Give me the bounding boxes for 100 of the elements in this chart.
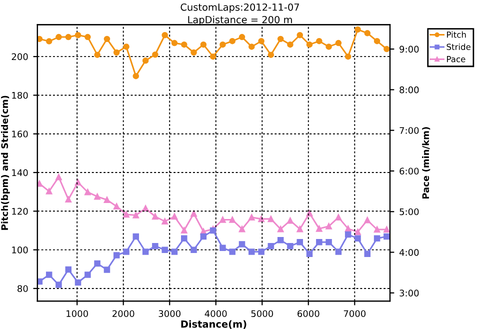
x-axis-title: Distance(m) bbox=[181, 320, 246, 329]
point bbox=[277, 226, 284, 232]
y2-tick-label: 8:00 bbox=[400, 86, 419, 94]
point bbox=[94, 260, 100, 267]
point bbox=[171, 248, 178, 255]
point bbox=[316, 38, 322, 44]
point bbox=[344, 231, 352, 238]
point bbox=[113, 252, 120, 258]
x-tick-label: 2000 bbox=[112, 310, 134, 318]
point bbox=[326, 44, 332, 50]
point bbox=[268, 216, 274, 222]
point bbox=[190, 246, 197, 253]
point bbox=[374, 38, 380, 44]
point bbox=[123, 248, 130, 255]
point bbox=[56, 282, 62, 288]
point bbox=[287, 217, 294, 224]
point bbox=[268, 52, 274, 58]
point bbox=[84, 188, 91, 196]
point bbox=[94, 52, 100, 58]
legend-label: Pace bbox=[447, 56, 466, 62]
point bbox=[268, 243, 274, 250]
point bbox=[94, 193, 100, 200]
point bbox=[220, 244, 226, 252]
point bbox=[104, 196, 110, 203]
y2-tick-label: 7:00 bbox=[400, 127, 419, 134]
point bbox=[132, 72, 140, 80]
point bbox=[384, 233, 390, 240]
point bbox=[84, 34, 91, 40]
point bbox=[374, 235, 380, 242]
point bbox=[74, 32, 82, 38]
y-tick-label: 100 bbox=[12, 246, 28, 254]
point bbox=[306, 250, 313, 258]
point bbox=[248, 248, 255, 255]
point bbox=[248, 44, 255, 50]
point bbox=[74, 179, 82, 186]
point bbox=[364, 30, 371, 36]
point bbox=[132, 233, 140, 240]
point bbox=[142, 248, 149, 255]
point bbox=[306, 41, 313, 48]
point bbox=[306, 210, 313, 216]
point bbox=[56, 34, 62, 40]
y-tick-label: 180 bbox=[12, 92, 28, 99]
point bbox=[46, 188, 52, 194]
point bbox=[142, 57, 149, 64]
point bbox=[326, 238, 332, 246]
point bbox=[384, 46, 390, 52]
y2-tick-label: 9:00 bbox=[400, 46, 419, 53]
point bbox=[162, 246, 168, 253]
y2-tick-label: 5:00 bbox=[400, 208, 419, 216]
point bbox=[181, 235, 188, 242]
point bbox=[132, 212, 140, 218]
point bbox=[46, 38, 52, 44]
point bbox=[238, 34, 246, 40]
point bbox=[258, 216, 264, 222]
point bbox=[84, 272, 91, 278]
y-tick-label: 80 bbox=[18, 285, 28, 292]
point bbox=[344, 53, 352, 60]
point bbox=[181, 41, 188, 48]
point bbox=[123, 44, 130, 50]
point bbox=[229, 38, 236, 44]
point bbox=[296, 238, 304, 246]
point bbox=[210, 53, 216, 60]
point bbox=[316, 238, 322, 246]
y-tick-label: 200 bbox=[12, 53, 28, 60]
y2-axis-title: Pace (min/km) bbox=[422, 127, 430, 199]
point bbox=[162, 218, 168, 225]
y-tick-label: 140 bbox=[12, 169, 28, 176]
legend-label: Stride bbox=[446, 44, 470, 50]
point bbox=[277, 237, 284, 244]
y-tick-label: 160 bbox=[12, 130, 28, 138]
point bbox=[296, 226, 304, 232]
point bbox=[354, 26, 361, 33]
point bbox=[364, 250, 371, 258]
point bbox=[190, 49, 197, 56]
chart-subtitle: LapDistance = 200 m bbox=[188, 16, 292, 26]
point bbox=[296, 32, 304, 38]
point bbox=[287, 41, 294, 48]
x-tick-label: 6000 bbox=[298, 310, 320, 318]
point bbox=[354, 235, 361, 242]
point bbox=[364, 217, 371, 224]
point bbox=[287, 243, 294, 250]
point bbox=[74, 279, 82, 286]
point bbox=[46, 272, 52, 278]
point bbox=[142, 205, 149, 212]
x-tick-label: 4000 bbox=[204, 310, 227, 318]
point bbox=[220, 41, 226, 48]
x-tick-label: 3000 bbox=[158, 310, 180, 318]
point bbox=[258, 248, 264, 255]
point bbox=[162, 32, 168, 38]
y2-tick-label: 4:00 bbox=[399, 248, 419, 256]
point bbox=[65, 266, 72, 273]
y-tick-label: 120 bbox=[12, 208, 28, 215]
point bbox=[56, 174, 62, 180]
point bbox=[238, 226, 246, 232]
point bbox=[344, 226, 352, 232]
y2-tick-label: 3:00 bbox=[400, 290, 419, 296]
point bbox=[248, 214, 255, 220]
y2-tick-label: 6:00 bbox=[400, 168, 419, 175]
x-tick-label: 7000 bbox=[344, 310, 366, 318]
point bbox=[374, 226, 380, 233]
